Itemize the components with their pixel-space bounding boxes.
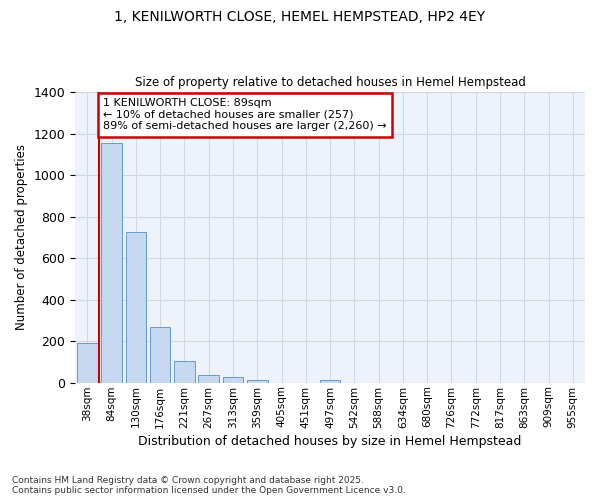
Bar [199,376,219,382]
Bar [77,342,98,382]
Text: 1 KENILWORTH CLOSE: 89sqm
← 10% of detached houses are smaller (257)
89% of semi: 1 KENILWORTH CLOSE: 89sqm ← 10% of detac… [103,98,386,132]
Bar [150,326,170,382]
Bar [174,361,195,382]
Bar [223,377,243,382]
Bar [101,143,122,382]
Bar [247,380,268,382]
Title: Size of property relative to detached houses in Hemel Hempstead: Size of property relative to detached ho… [134,76,526,90]
X-axis label: Distribution of detached houses by size in Hemel Hempstead: Distribution of detached houses by size … [139,434,522,448]
Text: Contains HM Land Registry data © Crown copyright and database right 2025.
Contai: Contains HM Land Registry data © Crown c… [12,476,406,495]
Bar [320,380,340,382]
Y-axis label: Number of detached properties: Number of detached properties [15,144,28,330]
Bar [125,232,146,382]
Text: 1, KENILWORTH CLOSE, HEMEL HEMPSTEAD, HP2 4EY: 1, KENILWORTH CLOSE, HEMEL HEMPSTEAD, HP… [115,10,485,24]
